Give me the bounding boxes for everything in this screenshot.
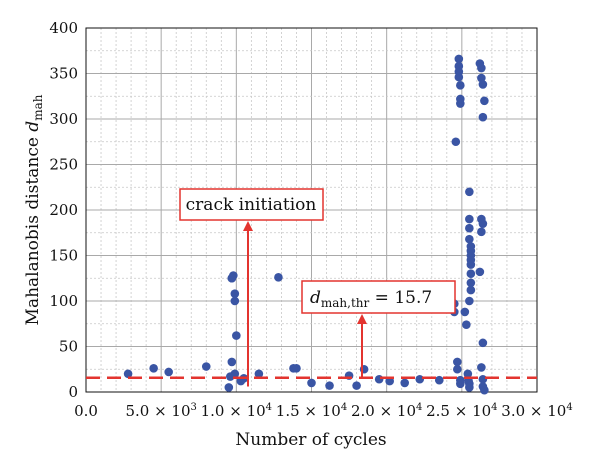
data-point	[465, 296, 474, 306]
data-point	[456, 99, 465, 108]
data-point	[465, 223, 474, 233]
data-point	[466, 260, 476, 269]
data-point	[232, 331, 241, 340]
data-point	[465, 187, 474, 197]
data-point	[478, 219, 488, 228]
x-tick-label: 5.0 × 103	[125, 402, 196, 420]
x-axis-title: Number of cycles	[235, 430, 386, 450]
data-point	[466, 278, 476, 288]
y-tick-label: 150	[49, 247, 78, 265]
data-point	[374, 374, 384, 384]
data-point	[478, 338, 488, 348]
data-point	[480, 385, 489, 395]
data-point	[453, 364, 462, 374]
data-point	[466, 269, 476, 279]
data-point	[465, 214, 474, 224]
data-point	[463, 369, 473, 379]
y-tick-label: 250	[49, 156, 78, 174]
data-point	[456, 81, 465, 90]
data-point	[454, 72, 464, 82]
data-point	[254, 369, 264, 379]
data-point	[465, 234, 474, 244]
data-point	[226, 372, 235, 381]
data-point	[227, 357, 237, 367]
x-tick-labels: 0.0 5.0 × 103 1.0 × 104 1.5 × 104 2.0 × 104 2…	[74, 402, 573, 420]
crack-initiation-arrowhead	[243, 221, 253, 231]
data-point	[477, 363, 486, 372]
x-tick-label: 3.0 × 104	[501, 402, 572, 420]
threshold-label: dmah,thr = 15.7	[310, 288, 432, 310]
data-point	[451, 137, 461, 147]
data-point	[230, 289, 240, 299]
data-point	[201, 362, 211, 371]
data-point	[289, 364, 298, 373]
data-point	[456, 375, 465, 385]
data-point	[224, 383, 234, 392]
data-point	[434, 375, 444, 385]
data-point	[149, 364, 158, 373]
data-point	[480, 96, 489, 106]
x-tick-label: 1.5 × 104	[276, 402, 347, 420]
data-point	[453, 357, 462, 367]
threshold-arrowhead	[357, 314, 367, 324]
y-tick-label: 400	[49, 19, 78, 37]
data-point	[227, 273, 237, 283]
y-tick-label: 50	[59, 338, 78, 356]
data-point	[325, 381, 334, 390]
plot-border	[85, 27, 538, 393]
crack-initiation-box	[179, 188, 324, 221]
data-point	[460, 307, 470, 317]
y-tick-labels: 0 50 100 150 200 250 300 350 400	[49, 19, 78, 401]
threshold-label-box	[301, 280, 456, 314]
y-axis-title: Mahalanobis distance dmah	[23, 94, 45, 325]
data-point	[478, 80, 488, 89]
data-point	[466, 285, 476, 295]
data-point	[477, 63, 486, 73]
x-tick-label: 1.0 × 104	[201, 402, 272, 420]
data-point	[465, 383, 474, 392]
data-point	[400, 378, 410, 388]
data-point	[462, 320, 471, 329]
x-tick-label: 2.5 × 104	[426, 402, 497, 420]
data-point	[477, 227, 486, 237]
data-point	[478, 112, 488, 122]
y-tick-label: 350	[49, 65, 78, 83]
data-point	[230, 296, 240, 306]
data-point	[475, 267, 485, 277]
x-tick-label: 0.0	[74, 402, 98, 420]
data-point	[454, 54, 464, 64]
x-tick-label: 2.0 × 104	[351, 402, 422, 420]
data-point	[123, 369, 133, 379]
crack-initiation-label: crack initiation	[186, 195, 317, 215]
y-tick-label: 300	[49, 110, 78, 128]
data-points	[123, 54, 489, 395]
y-tick-label: 0	[68, 383, 78, 401]
data-point	[415, 374, 425, 384]
data-point	[164, 367, 173, 377]
y-tick-label: 100	[49, 292, 78, 310]
data-point	[274, 273, 283, 282]
y-tick-label: 200	[49, 201, 78, 219]
data-point	[307, 378, 316, 388]
data-point	[352, 381, 361, 390]
